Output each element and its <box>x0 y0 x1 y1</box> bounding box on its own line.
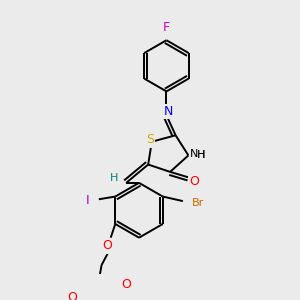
Text: H: H <box>197 150 206 161</box>
Text: N: N <box>190 149 198 160</box>
Text: N: N <box>164 105 173 118</box>
Text: I: I <box>86 194 90 207</box>
Text: O: O <box>189 175 199 188</box>
Text: S: S <box>146 134 154 146</box>
Text: H: H <box>197 150 206 161</box>
Text: H: H <box>110 173 118 183</box>
Text: O: O <box>121 278 131 291</box>
Text: Br: Br <box>191 198 204 208</box>
Text: O: O <box>102 239 112 252</box>
Text: O: O <box>68 291 77 300</box>
Text: F: F <box>163 21 170 34</box>
